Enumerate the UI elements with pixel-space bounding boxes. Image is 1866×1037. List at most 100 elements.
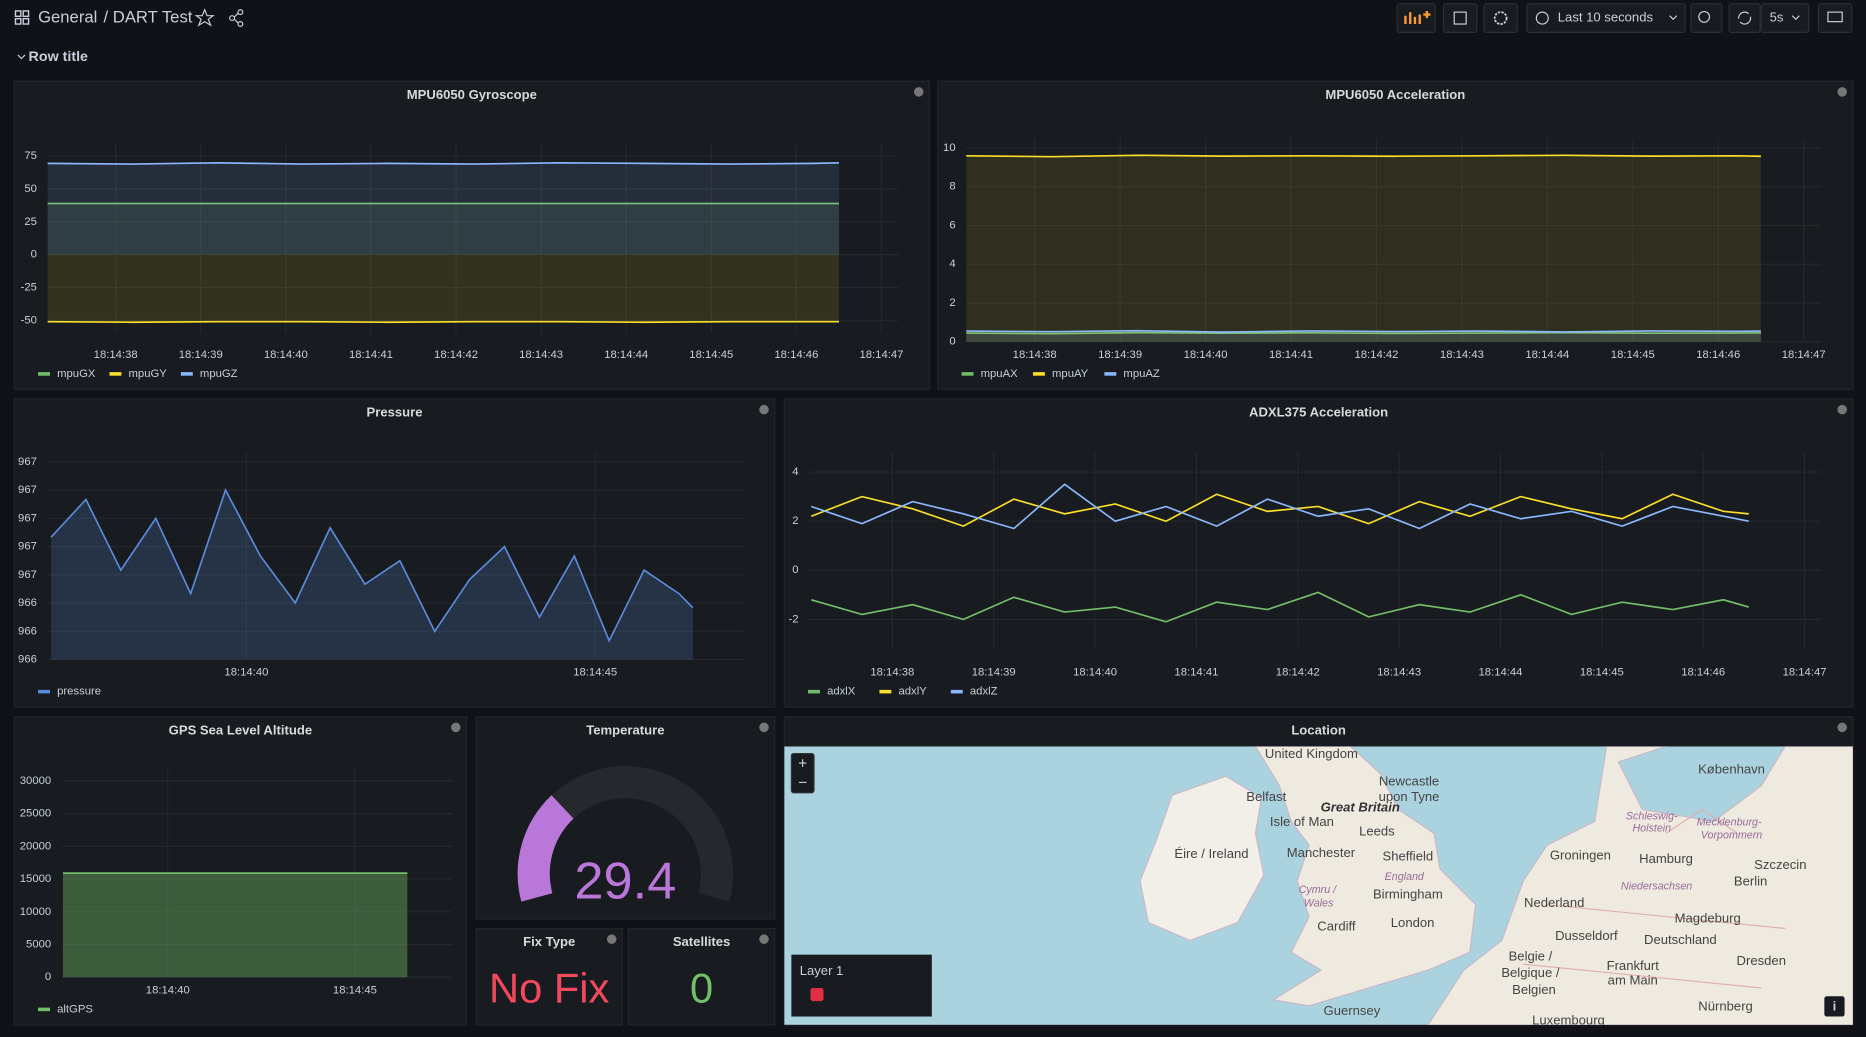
x-tick-label: 18:14:38 bbox=[870, 667, 914, 679]
map-label: Szczecin bbox=[1754, 857, 1806, 872]
info-button[interactable] bbox=[1824, 996, 1845, 1017]
series-line bbox=[966, 154, 1761, 158]
row-title[interactable]: Row title bbox=[29, 49, 89, 65]
map-label: Wales bbox=[1304, 897, 1334, 909]
map-label: Mecklenburg- bbox=[1697, 816, 1762, 828]
land bbox=[1254, 746, 1477, 1007]
time-picker[interactable] bbox=[1526, 3, 1686, 33]
map-label: Magdeburg bbox=[1675, 910, 1741, 925]
y-tick-label: 25000 bbox=[20, 808, 51, 820]
land bbox=[1427, 746, 1853, 1025]
legend-label: mpuAX bbox=[981, 368, 1019, 380]
map-label: Holstein bbox=[1632, 822, 1671, 834]
map-label: London bbox=[1391, 915, 1435, 930]
series-line bbox=[47, 320, 839, 324]
legend-swatch bbox=[180, 372, 193, 376]
x-tick-label: 18:14:42 bbox=[1354, 349, 1398, 361]
zoom-in[interactable]: + bbox=[798, 755, 807, 772]
layer-legend bbox=[791, 954, 932, 1017]
save-button[interactable] bbox=[1442, 3, 1478, 33]
panel bbox=[13, 80, 931, 390]
area-fill bbox=[47, 162, 839, 255]
tv-mode-button[interactable] bbox=[1817, 3, 1853, 33]
map-label: Luxembourg bbox=[1532, 1013, 1605, 1028]
panel-status bbox=[606, 934, 617, 944]
x-tick-label: 18:14:43 bbox=[1440, 349, 1484, 361]
area-fill bbox=[62, 873, 408, 978]
x-tick-label: 18:14:45 bbox=[689, 349, 733, 361]
x-tick-label: 18:14:42 bbox=[434, 349, 478, 361]
y-tick-label: 4 bbox=[792, 466, 798, 478]
settings-button[interactable] bbox=[1483, 3, 1518, 33]
panel-title: MPU6050 Acceleration bbox=[1325, 87, 1465, 102]
layer-name: Layer 1 bbox=[800, 963, 844, 978]
refresh-interval[interactable] bbox=[1760, 3, 1810, 33]
y-tick-label: 966 bbox=[18, 654, 37, 666]
panel-title: MPU6050 Gyroscope bbox=[407, 87, 537, 102]
panel-status bbox=[759, 722, 769, 733]
row-chevron[interactable] bbox=[17, 54, 26, 60]
x-tick-label: 18:14:43 bbox=[519, 349, 563, 361]
map-label: Nederland bbox=[1524, 895, 1584, 910]
x-tick-label: 18:14:44 bbox=[604, 349, 648, 361]
panel-title: ADXL375 Acceleration bbox=[1249, 405, 1388, 420]
map-label: am Main bbox=[1608, 972, 1658, 987]
y-tick-label: 75 bbox=[24, 150, 37, 162]
panel bbox=[937, 80, 1854, 390]
legend-swatch bbox=[961, 372, 974, 376]
series-line bbox=[811, 591, 1750, 623]
panel-title: Pressure bbox=[367, 405, 423, 420]
zoom-out-button[interactable] bbox=[1690, 3, 1723, 33]
share-icon[interactable] bbox=[229, 9, 244, 28]
y-tick-label: 966 bbox=[18, 625, 37, 637]
star-icon[interactable] bbox=[194, 8, 215, 27]
grid-icon[interactable] bbox=[14, 10, 30, 25]
y-tick-label: 967 bbox=[18, 456, 37, 468]
map-label: Schleswig- bbox=[1626, 810, 1678, 822]
x-tick-label: 18:14:40 bbox=[1184, 349, 1228, 361]
y-tick-label: 10 bbox=[943, 142, 956, 154]
panel-status bbox=[451, 722, 461, 733]
clock-icon bbox=[1535, 11, 1549, 25]
panel bbox=[627, 927, 776, 1026]
legend-swatch bbox=[109, 372, 122, 376]
y-tick-label: 8 bbox=[949, 181, 955, 193]
breadcrumb-folder[interactable]: General bbox=[38, 7, 97, 26]
legend-label: mpuGY bbox=[129, 368, 168, 380]
legend-label: adxlZ bbox=[970, 686, 998, 698]
x-tick-label: 18:14:47 bbox=[1782, 349, 1826, 361]
map-label: Berlin bbox=[1734, 874, 1767, 889]
map-label: Groningen bbox=[1550, 847, 1611, 862]
y-tick-label: 967 bbox=[18, 512, 37, 524]
map-label: Cardiff bbox=[1317, 919, 1356, 934]
y-tick-label: 6 bbox=[949, 219, 955, 231]
map-label: United Kingdom bbox=[1265, 746, 1358, 761]
y-tick-label: 2 bbox=[792, 515, 798, 527]
gauge-value bbox=[517, 795, 574, 902]
map-label: Vorpommern bbox=[1701, 829, 1763, 841]
map-label: Belgien bbox=[1512, 982, 1556, 997]
y-tick-label: 0 bbox=[45, 971, 51, 983]
map-label: Dusseldorf bbox=[1555, 928, 1618, 943]
legend-swatch bbox=[38, 689, 50, 694]
map-label: Guernsey bbox=[1324, 1003, 1381, 1018]
y-tick-label: -50 bbox=[21, 314, 37, 326]
time-range: Last 10 seconds bbox=[1558, 10, 1654, 25]
legend-label: mpuGX bbox=[57, 368, 96, 380]
x-tick-label: 18:14:39 bbox=[179, 349, 223, 361]
y-tick-label: 20000 bbox=[20, 840, 51, 852]
refresh-button[interactable] bbox=[1728, 3, 1761, 33]
road bbox=[1523, 808, 1786, 989]
map-label: Dresden bbox=[1737, 953, 1786, 968]
zoom-out[interactable]: − bbox=[798, 774, 807, 791]
panel-status bbox=[759, 404, 769, 415]
map-label: Manchester bbox=[1287, 845, 1356, 860]
breadcrumb-title[interactable]: / DART Test bbox=[104, 7, 193, 26]
layer-swatch bbox=[810, 987, 824, 1002]
panel-title: Fix Type bbox=[523, 934, 575, 949]
x-tick-label: 18:14:45 bbox=[333, 984, 377, 996]
series-line bbox=[810, 483, 1749, 530]
x-tick-label: 18:14:43 bbox=[1377, 667, 1421, 679]
